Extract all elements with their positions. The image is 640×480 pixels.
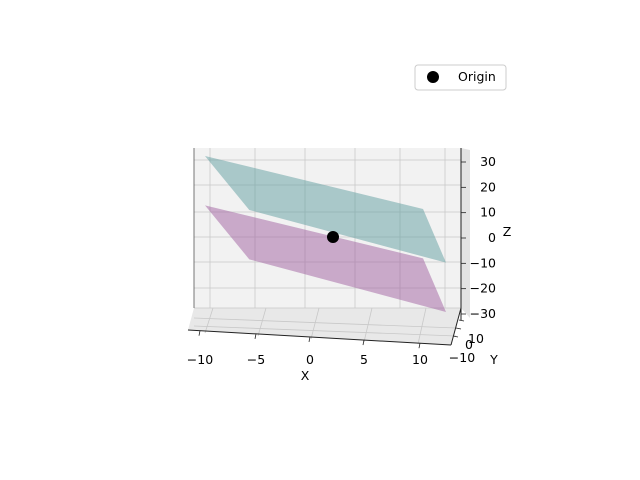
surfaces	[205, 156, 446, 312]
legend-marker-origin	[427, 71, 439, 83]
side-pane	[461, 148, 470, 318]
x-tick-mark	[418, 343, 421, 349]
x-tick-label: −5	[247, 352, 265, 367]
x-tick-mark	[198, 330, 201, 336]
y-tick-mark	[455, 327, 462, 330]
point-origin	[327, 231, 339, 243]
z-tick-label: 20	[480, 179, 496, 194]
y-tick-label: 10	[468, 331, 484, 346]
surface-plane-2	[205, 205, 446, 312]
gridline-floor	[193, 317, 457, 329]
gridline-floor	[310, 307, 320, 340]
x-axis-ticks: −10 −5 0 5 10	[187, 330, 428, 367]
x-tick-mark	[308, 336, 311, 343]
z-tick-label: −20	[470, 281, 496, 296]
z-tick-label: 10	[480, 205, 496, 220]
z-tick-label: −10	[470, 255, 496, 270]
x-axis-line	[187, 329, 452, 346]
z-axis-label: Z	[503, 224, 512, 239]
y-axis-line	[450, 307, 462, 346]
x-tick-label: 0	[306, 352, 314, 367]
y-tick-mark	[458, 319, 465, 322]
legend-label-origin: Origin	[458, 69, 496, 84]
gridline-floor	[193, 325, 457, 337]
gridline-floor	[204, 307, 214, 334]
surface-plane-1	[205, 156, 446, 263]
x-axis-label: X	[301, 368, 310, 383]
legend: Origin	[414, 64, 507, 91]
gridline-floor	[417, 307, 427, 345]
x-tick-label: 10	[412, 352, 428, 367]
y-axis-label: Y	[489, 352, 498, 367]
data-points	[327, 231, 339, 243]
x-tick-mark	[254, 333, 257, 339]
z-tick-label: −30	[470, 306, 496, 321]
y-tick-label: −10	[449, 350, 475, 365]
y-tick-mark	[452, 335, 459, 338]
z-axis-ticks: −30 −20 −10 0 10 20 30	[461, 154, 496, 321]
z-tick-label: 0	[488, 230, 496, 245]
gridline-floor	[257, 307, 267, 337]
x-tick-label: 5	[360, 352, 368, 367]
x-tick-label: −10	[187, 352, 213, 367]
z-tick-label: 30	[480, 154, 496, 169]
x-tick-mark	[362, 339, 365, 346]
floor-pane	[188, 308, 461, 345]
y-tick-label: 0	[465, 337, 473, 352]
legend-frame	[414, 64, 507, 91]
